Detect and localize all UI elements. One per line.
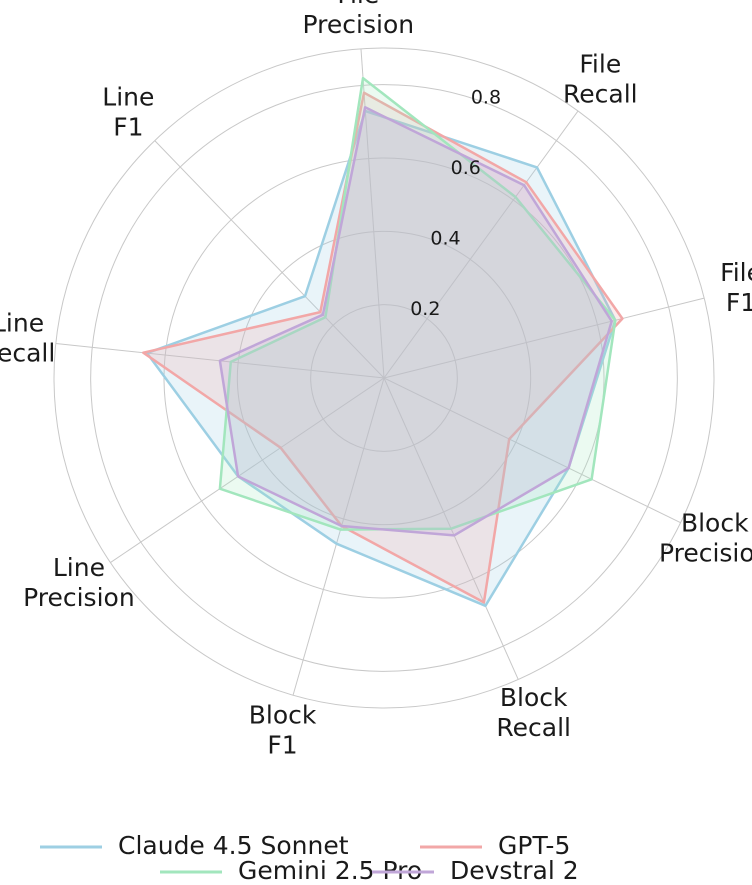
- grid-circle: [236, 230, 532, 526]
- grid-circle: [53, 47, 715, 709]
- spoke-block-precision: [383, 377, 681, 524]
- radial-tick-labels: 0.2 0.4 0.6 0.8: [410, 87, 501, 320]
- series-claude-4-5-sonnet: [145, 109, 617, 608]
- axis-label-line-f1: Line F1: [102, 82, 154, 141]
- series-gpt-5: [142, 91, 624, 604]
- spoke-line-precision: [110, 377, 385, 563]
- legend-label: GPT-5: [498, 831, 570, 860]
- r-tick-label: 0.4: [430, 228, 460, 250]
- series-gemini-2-5-pro: [218, 76, 617, 531]
- legend-label: Claude 4.5 Sonnet: [118, 831, 349, 860]
- axis-label-line-precision: Line Precision: [23, 553, 135, 612]
- r-tick-label: 0.2: [410, 298, 440, 320]
- axis-label-block-f1: Block F1: [249, 701, 317, 760]
- axis-label-block-precision: BlockPrecision: [659, 508, 752, 567]
- axis-label-block-recall: Block Recall: [496, 683, 571, 742]
- spoke-line-f1: [154, 140, 385, 379]
- axis-label-file-precision: FilePrecision: [303, 0, 415, 39]
- legend-item-claude-4-5-sonnet: Claude 4.5 Sonnet: [40, 831, 349, 860]
- grid-circle: [310, 304, 458, 452]
- grid-circle: [90, 84, 678, 672]
- r-tick-label: 0.8: [471, 87, 501, 109]
- series-polygons: [142, 76, 624, 608]
- axis-label-line-recall: LineRecall: [0, 309, 55, 368]
- r-tick-label: 0.6: [451, 157, 481, 179]
- spoke-block-f1: [292, 377, 385, 696]
- spoke-file-f1: [383, 297, 705, 379]
- legend-label: Devstral 2: [450, 856, 579, 885]
- legend-item-devstral-2: Devstral 2: [372, 856, 579, 885]
- axis-label-file-recall: File Recall: [563, 49, 638, 108]
- spoke-file-recall: [383, 110, 579, 379]
- spoke-file-precision: [360, 48, 385, 379]
- axis-label-file-f1: FileF1: [720, 258, 752, 317]
- series-devstral-2: [218, 106, 613, 537]
- legend-item-gpt-5: GPT-5: [420, 831, 570, 860]
